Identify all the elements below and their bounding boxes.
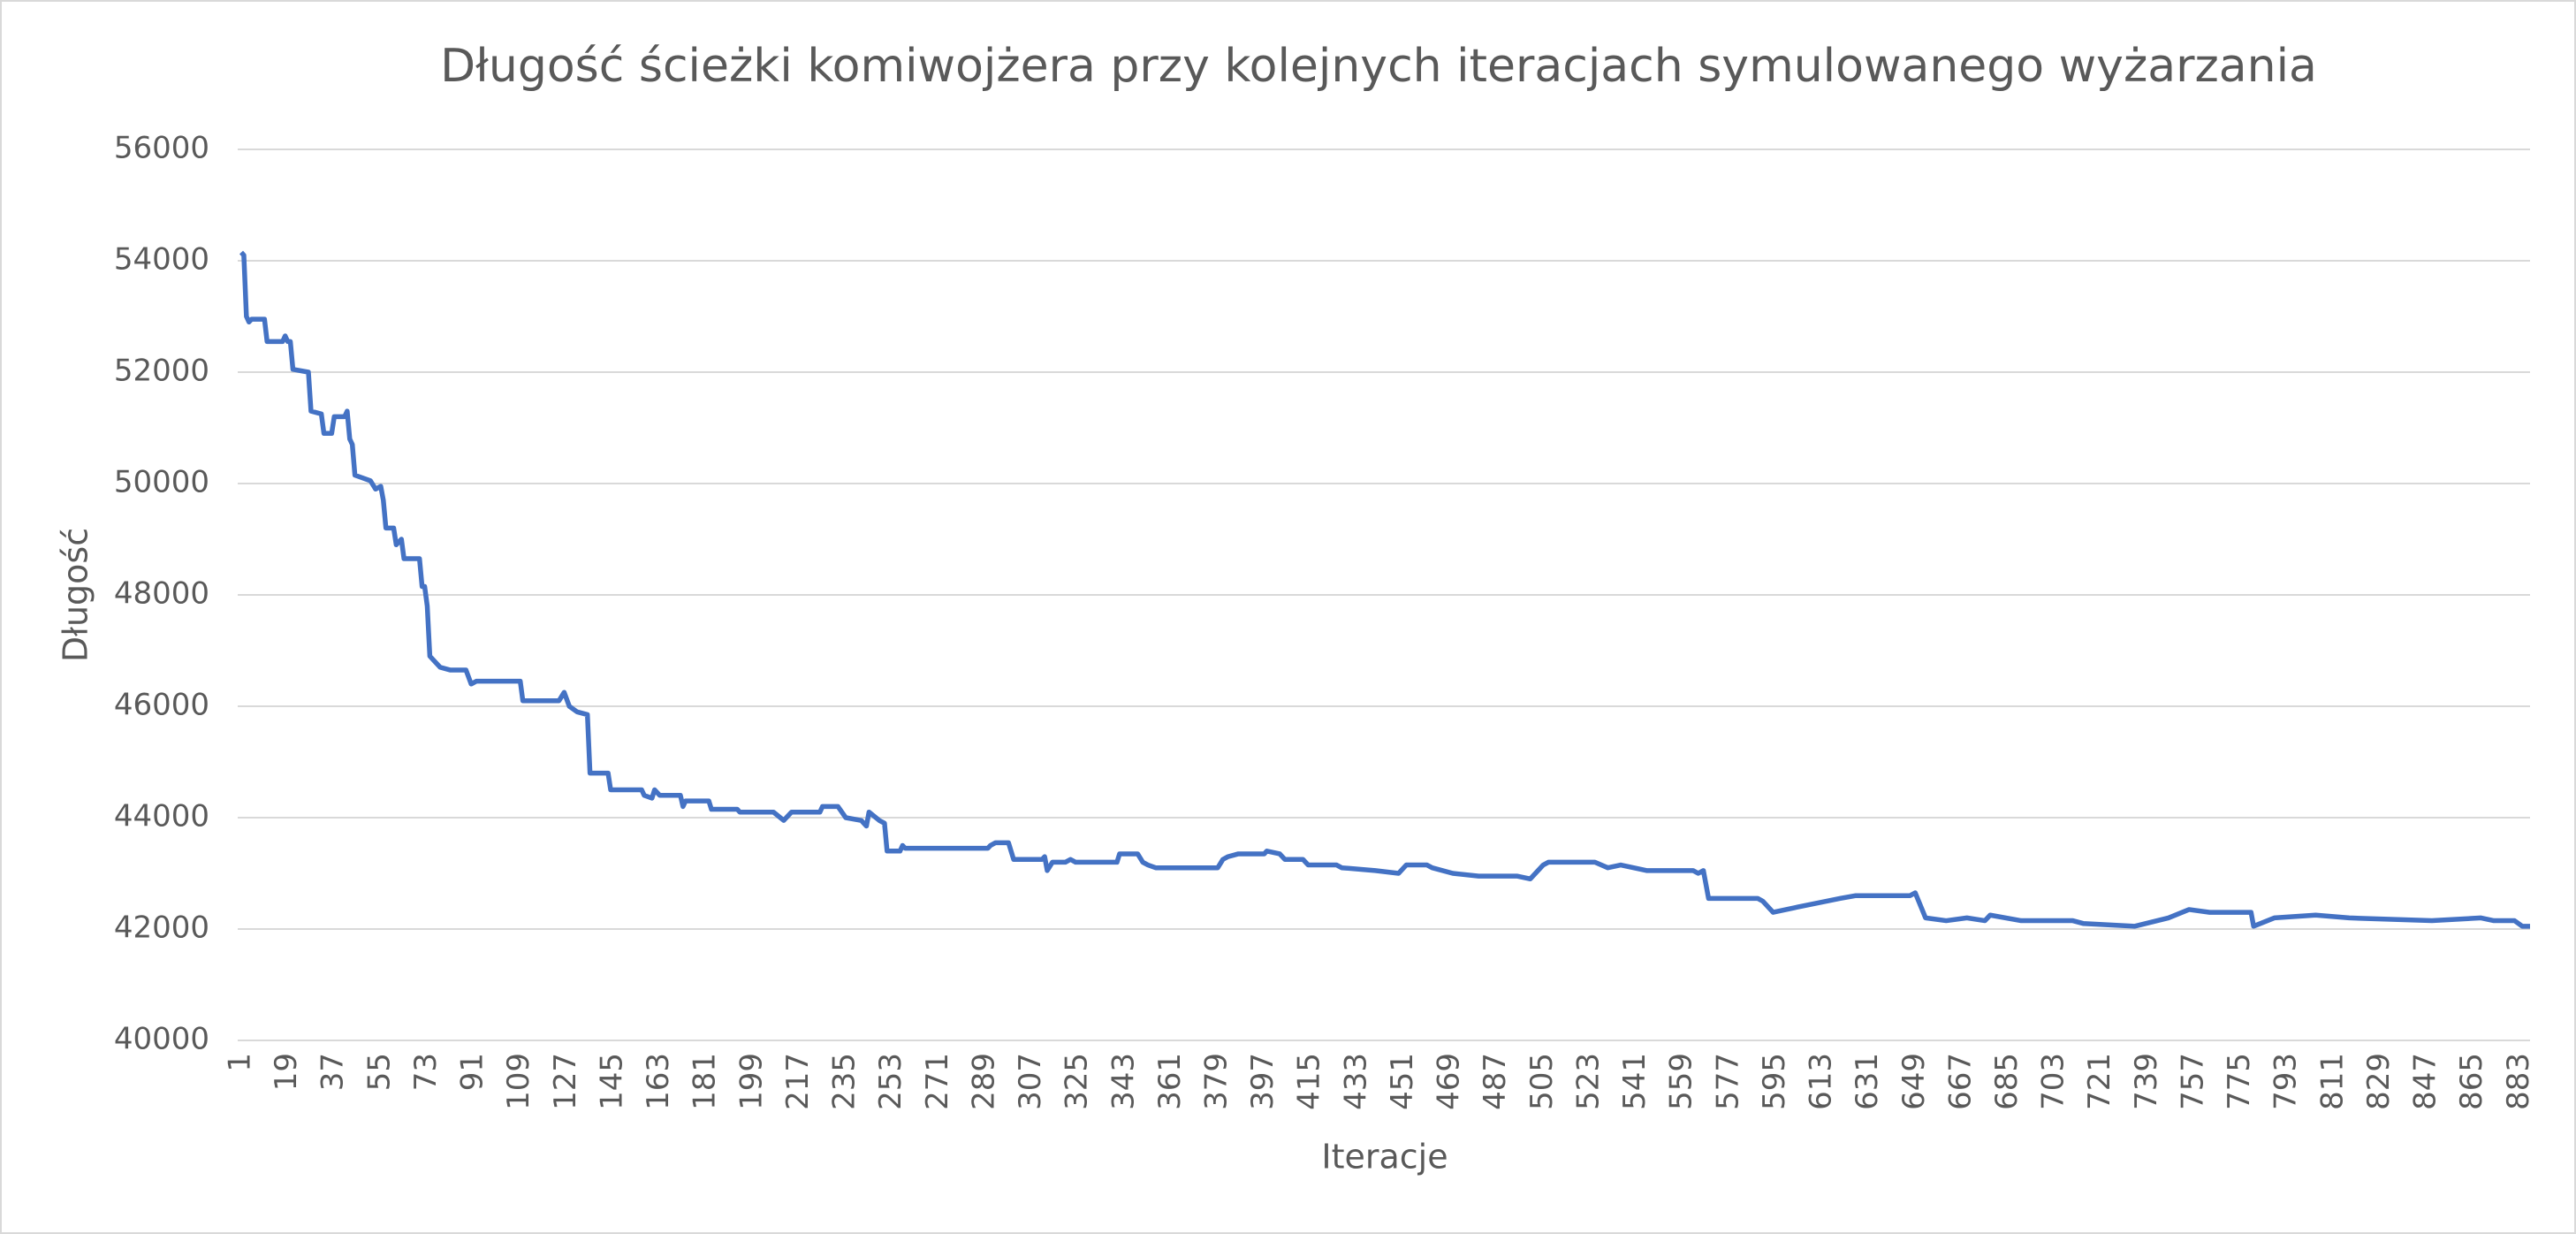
x-tick-label: 325 (1060, 1053, 1095, 1110)
x-tick-label: 469 (1432, 1053, 1467, 1110)
x-tick-label: 343 (1106, 1053, 1141, 1110)
x-tick-label: 379 (1198, 1053, 1234, 1110)
y-tick-label: 48000 (114, 576, 209, 612)
x-tick-label: 415 (1292, 1053, 1327, 1110)
y-tick-label: 56000 (114, 131, 209, 166)
y-axis-title: Długość (57, 528, 95, 662)
x-tick-label: 793 (2268, 1053, 2304, 1110)
x-tick-label: 37 (315, 1053, 351, 1091)
x-tick-label: 451 (1385, 1053, 1420, 1110)
x-tick-label: 523 (1570, 1053, 1606, 1110)
x-tick-label: 199 (733, 1053, 769, 1110)
x-tick-label: 91 (455, 1053, 490, 1091)
x-tick-label: 613 (1804, 1053, 1839, 1110)
x-tick-label: 271 (920, 1053, 955, 1110)
x-tick-label: 595 (1757, 1053, 1792, 1110)
x-tick-label: 289 (966, 1053, 1001, 1110)
x-tick-label: 721 (2082, 1053, 2117, 1110)
x-tick-label: 127 (548, 1053, 583, 1110)
x-tick-label: 109 (501, 1053, 536, 1110)
x-tick-label: 235 (827, 1053, 862, 1110)
x-tick-label: 631 (1850, 1053, 1885, 1110)
y-tick-label: 54000 (114, 242, 209, 278)
x-tick-label: 253 (873, 1053, 908, 1110)
x-tick-label: 217 (780, 1053, 816, 1110)
x-tick-label: 307 (1013, 1053, 1048, 1110)
x-tick-label: 649 (1896, 1053, 1932, 1110)
x-tick-label: 73 (408, 1053, 444, 1091)
data-line (239, 250, 2530, 929)
x-tick-label: 19 (269, 1053, 304, 1091)
x-axis-title: Iteracje (1321, 1138, 1448, 1177)
x-tick-label: 811 (2314, 1053, 2350, 1110)
x-tick-label: 181 (688, 1053, 723, 1110)
y-tick-label: 50000 (114, 465, 209, 500)
x-tick-label: 703 (2036, 1053, 2071, 1110)
x-tick-label: 361 (1152, 1053, 1188, 1110)
x-tick-label: 829 (2361, 1053, 2397, 1110)
x-tick-label: 145 (594, 1053, 629, 1110)
x-tick-label: 667 (1942, 1053, 1978, 1110)
x-tick-label: 163 (641, 1053, 676, 1110)
y-tick-label: 46000 (114, 688, 209, 723)
y-tick-label: 40000 (114, 1022, 209, 1057)
chart-title: Długość ścieżki komiwojżera przy kolejny… (440, 40, 2317, 93)
x-tick-label: 505 (1524, 1053, 1560, 1110)
x-tick-label: 883 (2501, 1053, 2536, 1110)
x-tick-label: 775 (2222, 1053, 2257, 1110)
x-tick-label: 55 (361, 1053, 397, 1091)
x-tick-label: 739 (2129, 1053, 2164, 1110)
x-tick-label: 541 (1617, 1053, 1653, 1110)
x-tick-label: 757 (2175, 1053, 2210, 1110)
x-tick-label: 847 (2408, 1053, 2443, 1110)
x-tick-label: 487 (1478, 1053, 1513, 1110)
x-tick-label: 397 (1245, 1053, 1280, 1110)
y-tick-label: 44000 (114, 799, 209, 834)
x-tick-label: 685 (1989, 1053, 2025, 1110)
y-tick-label: 42000 (114, 910, 209, 946)
y-tick-label: 52000 (114, 354, 209, 389)
x-tick-label: 577 (1710, 1053, 1745, 1110)
x-tick-label: 559 (1664, 1053, 1699, 1110)
x-tick-label: 865 (2454, 1053, 2489, 1110)
x-tick-label: 1 (223, 1053, 258, 1072)
x-tick-label: 433 (1338, 1053, 1373, 1110)
